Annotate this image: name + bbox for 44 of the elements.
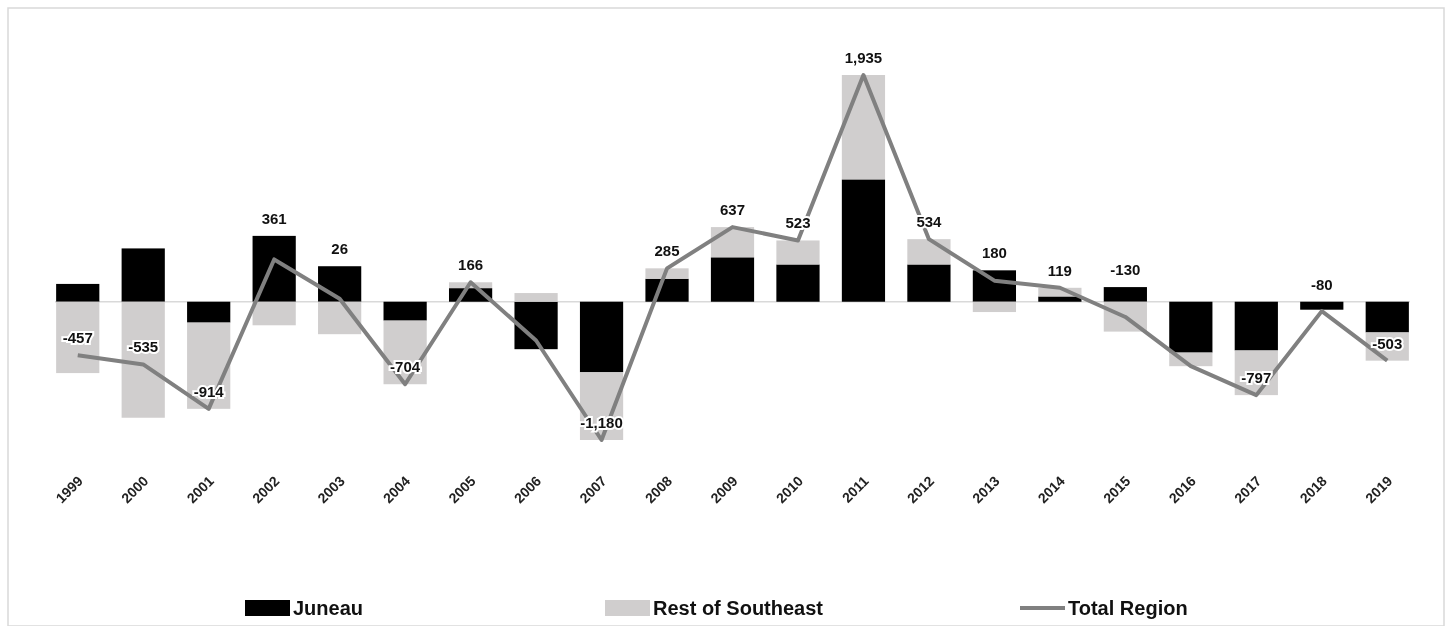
bar [645, 278, 689, 302]
bar [776, 240, 820, 265]
bar [972, 301, 1017, 313]
bar [1169, 301, 1213, 353]
data-label: 26 [331, 240, 348, 258]
bar [318, 266, 362, 302]
bar [1300, 301, 1344, 310]
data-label: -457 [62, 329, 93, 347]
data-label: -797 [1241, 369, 1272, 387]
data-label: -535 [128, 338, 159, 356]
data-label: -80 [1310, 275, 1333, 293]
bar [121, 248, 165, 302]
data-label: -704 [390, 358, 421, 376]
data-label: 166 [458, 256, 484, 274]
bar [776, 264, 820, 302]
legend-label: Rest of Southeast [653, 597, 824, 619]
data-label: 119 [1047, 261, 1072, 279]
legend-label: Juneau [293, 597, 364, 619]
bar [579, 301, 624, 373]
bar [907, 239, 951, 265]
data-label: 285 [654, 242, 680, 260]
legend-label: Total Region [1068, 597, 1188, 619]
bar [710, 257, 755, 302]
data-label: -1,180 [580, 414, 623, 431]
data-label: 534 [916, 213, 943, 231]
bar [1038, 296, 1082, 302]
bar [1234, 301, 1278, 351]
data-label: -130 [1110, 261, 1141, 279]
bar [514, 301, 558, 350]
data-label: 637 [719, 201, 746, 219]
bar [907, 264, 951, 302]
bar [383, 301, 427, 321]
data-label: 1,935 [844, 49, 883, 66]
data-label: -503 [1372, 334, 1403, 352]
bar [252, 301, 296, 326]
bar [1103, 287, 1147, 302]
bar [1365, 301, 1409, 333]
data-label: 523 [785, 214, 811, 232]
data-label: -914 [193, 382, 225, 400]
bar [841, 179, 886, 302]
data-label: 361 [261, 209, 287, 227]
bar [187, 301, 231, 323]
data-label: 180 [981, 244, 1007, 262]
bar [56, 283, 100, 302]
